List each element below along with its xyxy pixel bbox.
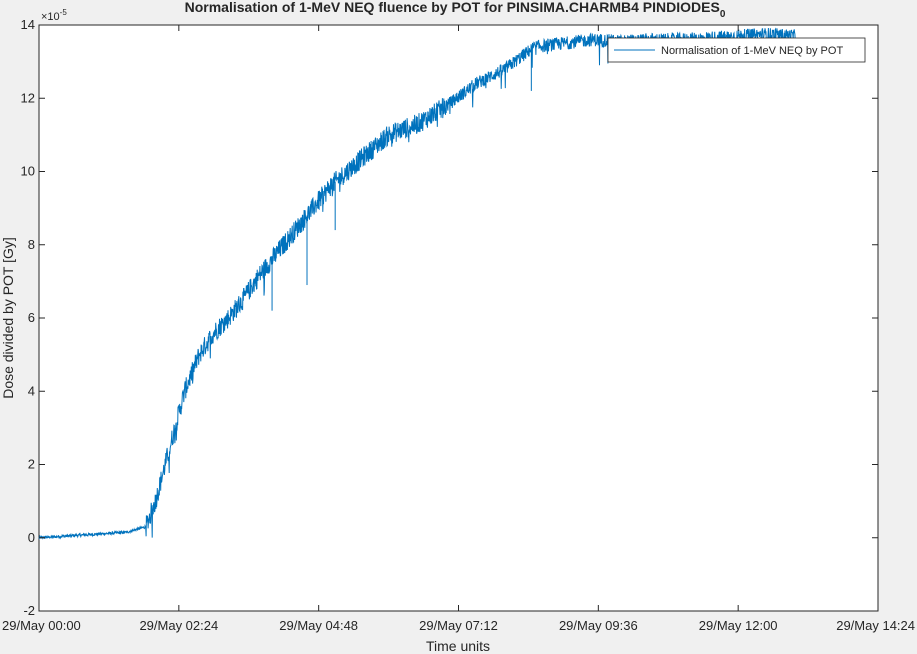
legend[interactable]: Normalisation of 1-MeV NEQ by POT: [607, 37, 866, 63]
y-axis-label: Dose divided by POT [Gy]: [0, 237, 16, 399]
x-tick-label: 29/May 04:48: [279, 618, 358, 633]
y-tick-label: 6: [28, 310, 35, 325]
y-tick-label: 2: [28, 457, 35, 472]
y-tick-label: 14: [21, 17, 35, 32]
y-tick-label: 8: [28, 237, 35, 252]
x-tick-label: 29/May 12:00: [699, 618, 778, 633]
y-tick-label: -2: [23, 603, 35, 618]
x-tick-label: 29/May 14:24: [836, 618, 915, 633]
x-tick-label: 29/May 09:36: [559, 618, 638, 633]
x-tick-label: 29/May 02:24: [139, 618, 218, 633]
y-tick-label: 0: [28, 530, 35, 545]
x-axis-label: Time units: [426, 638, 490, 654]
legend-entry-label: Normalisation of 1-MeV NEQ by POT: [661, 45, 843, 57]
chart-title: Normalisation of 1-MeV NEQ fluence by PO…: [185, 0, 726, 20]
axis-ticks: -2 0 2 4 6 8 10 12 14 29/May 00:00 29/May 02:24 29/…: [2, 17, 915, 633]
y-exponent-label: ×10-5: [41, 8, 67, 23]
plot-area: [38, 24, 879, 612]
y-tick-label: 10: [21, 164, 35, 179]
x-tick-label: 29/May 00:00: [2, 618, 81, 633]
y-tick-label: 12: [21, 90, 35, 105]
y-tick-label: 4: [28, 383, 35, 398]
x-tick-label: 29/May 07:12: [419, 618, 498, 633]
